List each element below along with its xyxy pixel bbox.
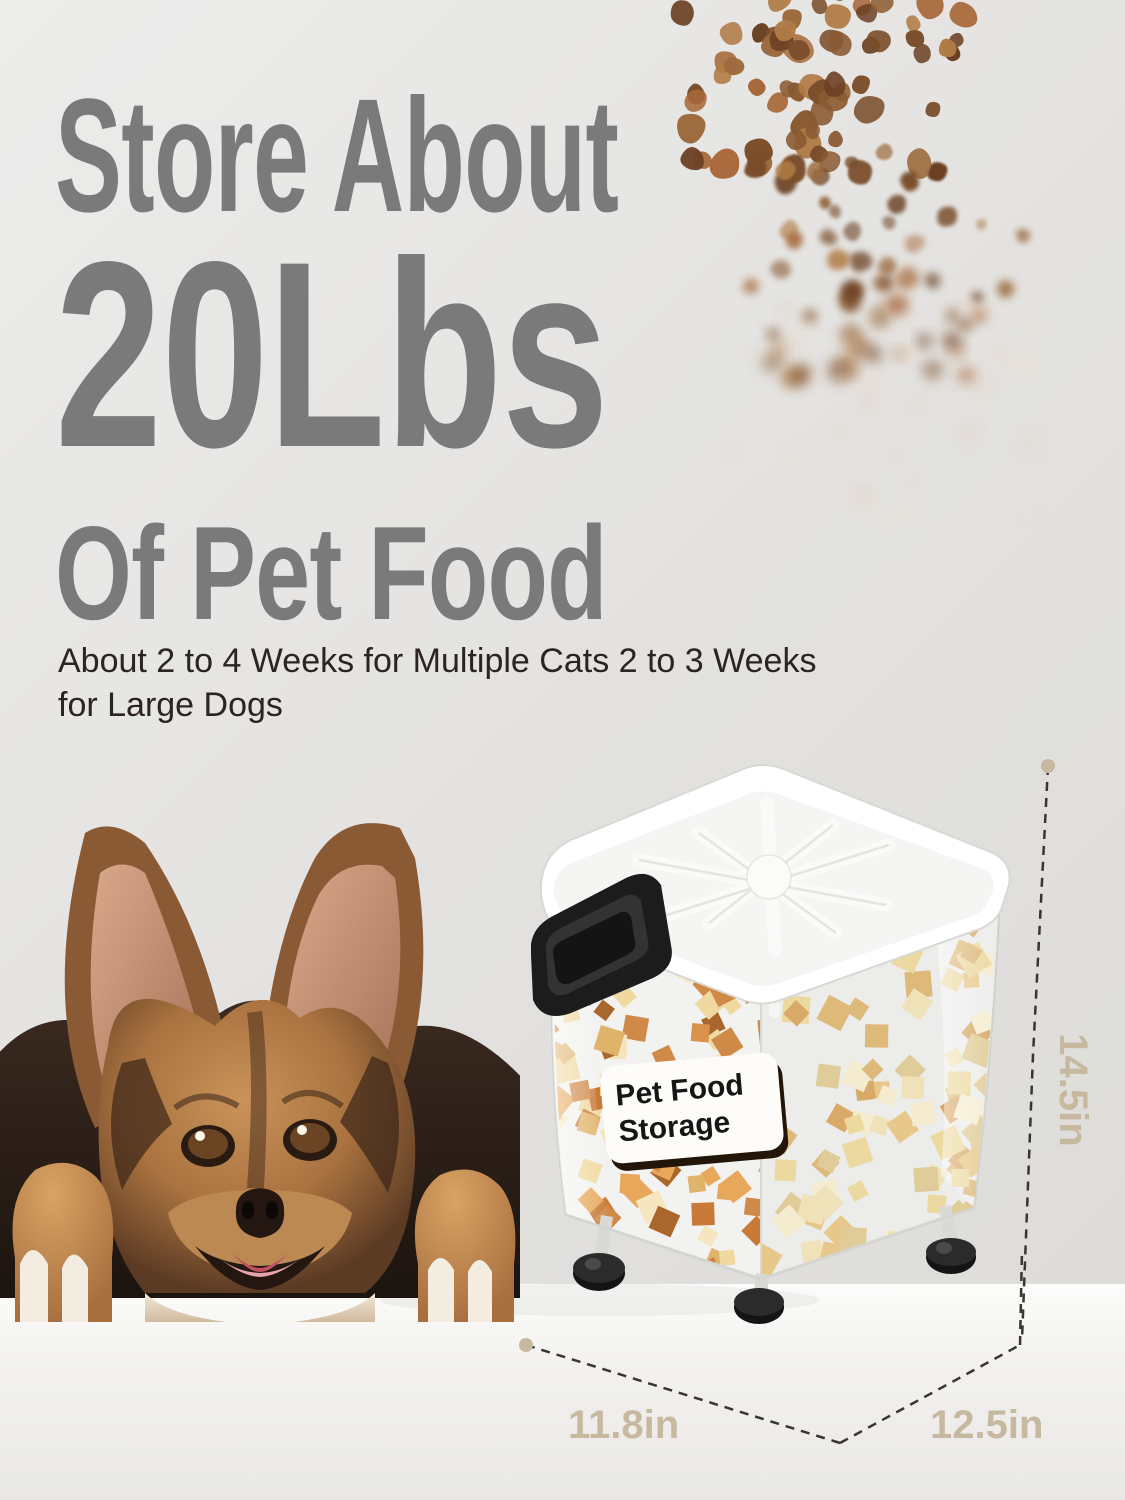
svg-text:12.5in: 12.5in [930, 1403, 1043, 1447]
svg-text:14.5in: 14.5in [1051, 1033, 1095, 1146]
svg-text:11.8in: 11.8in [568, 1403, 679, 1447]
